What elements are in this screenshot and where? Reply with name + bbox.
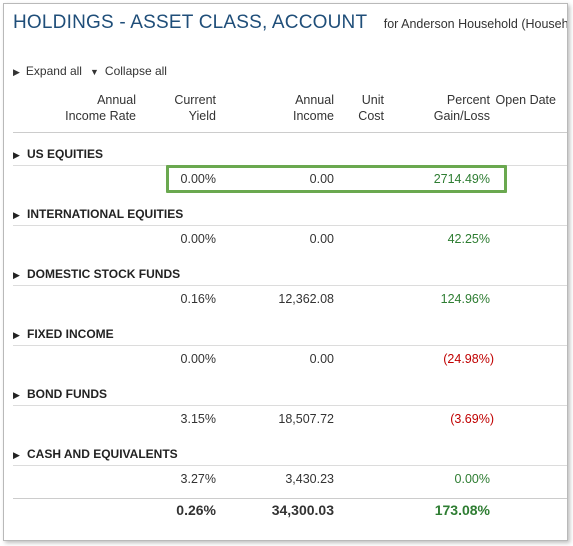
annual-income-value: 12,362.08 <box>278 292 334 306</box>
expand-row-icon: ▶ <box>13 390 20 400</box>
holdings-panel: HOLDINGS - ASSET CLASS, ACCOUNT for Ande… <box>3 3 568 541</box>
annual-income-value: 0.00 <box>309 172 334 186</box>
col-header-current-yield[interactable]: Current Yield <box>174 93 216 123</box>
row-divider <box>13 225 567 226</box>
page-title: HOLDINGS - ASSET CLASS, ACCOUNT <box>13 12 368 33</box>
percent-gain-loss-value: (3.69%) <box>450 412 494 426</box>
current-yield-value: 0.00% <box>180 172 216 186</box>
total-current-yield: 0.26% <box>176 502 216 518</box>
current-yield-value: 0.16% <box>180 292 216 306</box>
percent-gain-loss-value: 124.96% <box>440 292 490 306</box>
group-header-cash-and-equivalents[interactable]: ▶ CASH AND EQUIVALENTS <box>13 447 178 461</box>
annual-income-value: 3,430.23 <box>285 472 334 486</box>
total-percent-gain-loss: 173.08% <box>434 502 490 518</box>
percent-gain-loss-value: 2714.49% <box>433 172 490 186</box>
col-header-open-date[interactable]: Open Date <box>495 93 556 107</box>
collapse-all-label: Collapse all <box>104 64 167 78</box>
totals-divider <box>13 498 567 499</box>
annual-income-value: 18,507.72 <box>278 412 334 426</box>
current-yield-value: 0.00% <box>180 352 216 366</box>
group-header-us-equities[interactable]: ▶ US EQUITIES <box>13 147 104 161</box>
highlight-box <box>166 165 507 193</box>
current-yield-value: 0.00% <box>180 232 216 246</box>
col-header-annual-income[interactable]: Annual Income <box>293 93 334 123</box>
row-divider <box>13 345 567 346</box>
current-yield-value: 3.15% <box>180 412 216 426</box>
page-subtitle: for Anderson Household (Household) <box>383 17 568 31</box>
triangle-right-icon: ▶ <box>13 67 20 77</box>
expand-row-icon: ▶ <box>13 210 20 220</box>
expand-all-label: Expand all <box>25 64 82 78</box>
expand-row-icon: ▶ <box>13 450 20 460</box>
group-header-domestic-stock-funds[interactable]: ▶ DOMESTIC STOCK FUNDS <box>13 267 181 281</box>
group-header-international-equities[interactable]: ▶ INTERNATIONAL EQUITIES <box>13 207 184 221</box>
expand-row-icon: ▶ <box>13 150 20 160</box>
percent-gain-loss-value: (24.98%) <box>443 352 494 366</box>
collapse-all-link[interactable]: ▼ Collapse all <box>90 64 167 78</box>
page-header: HOLDINGS - ASSET CLASS, ACCOUNT for Ande… <box>13 12 568 34</box>
group-header-fixed-income[interactable]: ▶ FIXED INCOME <box>13 327 114 341</box>
total-annual-income: 34,300.03 <box>271 502 334 518</box>
expand-row-icon: ▶ <box>13 330 20 340</box>
expand-row-icon: ▶ <box>13 270 20 280</box>
row-divider <box>13 405 567 406</box>
annual-income-value: 0.00 <box>309 232 334 246</box>
annual-income-value: 0.00 <box>309 352 334 366</box>
row-divider <box>13 465 567 466</box>
col-header-percent-gain-loss[interactable]: Percent Gain/Loss <box>433 93 490 123</box>
percent-gain-loss-value: 42.25% <box>447 232 490 246</box>
header-divider <box>13 132 567 133</box>
current-yield-value: 3.27% <box>180 472 216 486</box>
triangle-down-icon: ▼ <box>90 67 99 77</box>
col-header-annual-income-rate[interactable]: Annual Income Rate <box>65 93 136 123</box>
col-header-unit-cost[interactable]: Unit Cost <box>358 93 384 123</box>
group-header-bond-funds[interactable]: ▶ BOND FUNDS <box>13 387 107 401</box>
row-divider <box>13 285 567 286</box>
expand-all-link[interactable]: ▶ Expand all <box>13 64 82 78</box>
percent-gain-loss-value: 0.00% <box>454 472 490 486</box>
